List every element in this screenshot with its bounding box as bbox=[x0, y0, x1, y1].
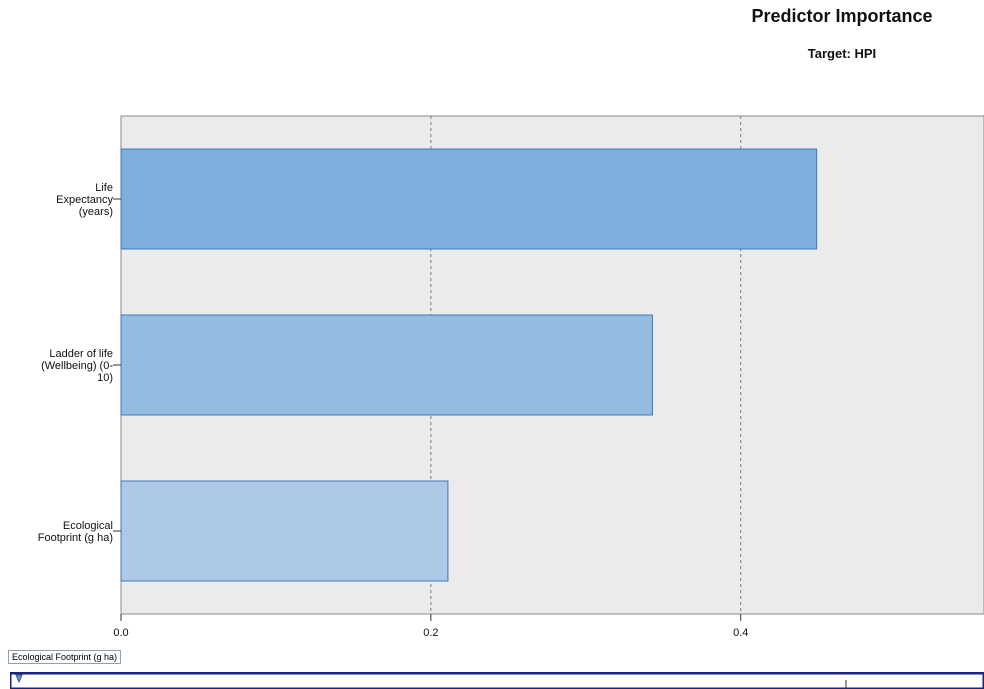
slider-track[interactable] bbox=[10, 672, 984, 689]
slider-handle-left[interactable] bbox=[15, 674, 23, 684]
bar-1[interactable] bbox=[120, 148, 818, 250]
category-label-2: Ladder of life (Wellbeing) (0-10) bbox=[41, 348, 113, 384]
category-label-3: Ecological Footprint (g ha) bbox=[38, 520, 113, 544]
selection-slider[interactable] bbox=[10, 672, 984, 689]
chart-subtitle: Target: HPI bbox=[807, 46, 877, 61]
selection-tooltip: Ecological Footprint (g ha) bbox=[8, 650, 122, 664]
category-label-1: Life Expectancy (years) bbox=[56, 182, 113, 218]
bar-2[interactable] bbox=[120, 314, 653, 416]
x-tick-label-0: 0.0 bbox=[113, 627, 128, 639]
x-tick-label-1: 0.2 bbox=[423, 627, 438, 639]
chart-title: Predictor Importance bbox=[751, 6, 933, 26]
x-tick-label-2: 0.4 bbox=[733, 627, 748, 639]
bar-3[interactable] bbox=[120, 480, 449, 582]
